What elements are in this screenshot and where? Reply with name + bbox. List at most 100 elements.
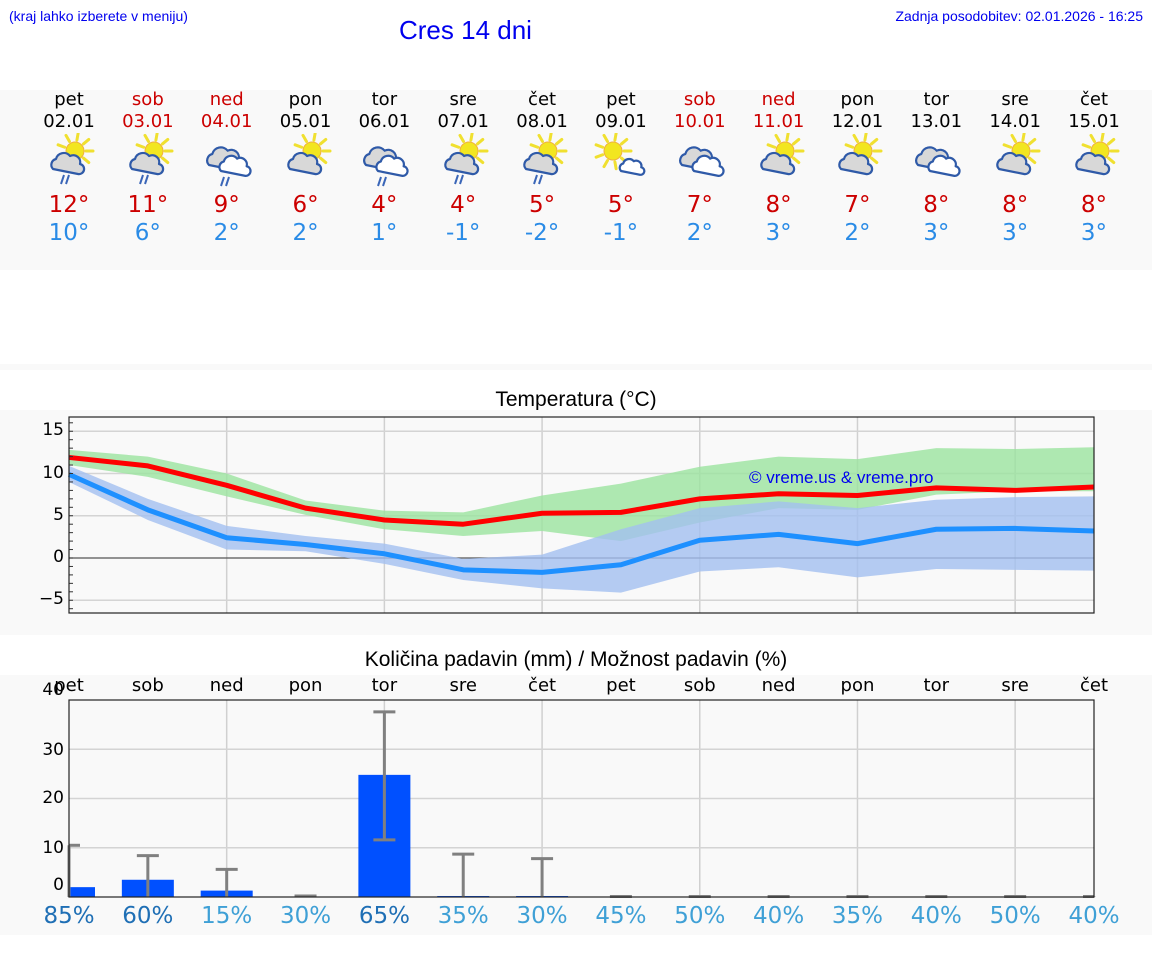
day-forecast-09.01: pet 09.01 5° -1° [581,89,661,247]
day-date: 11.01 [752,111,805,132]
day-name: čet [528,89,557,110]
day-forecast-06.01: tor 06.01 4° 1° [344,89,424,247]
day-date: 12.01 [831,111,884,132]
y-tick-label: 20 [42,788,64,808]
max-temperature: 8° [1002,192,1029,218]
cloudy-rain-icon [187,133,267,191]
y-tick-label: 40 [42,680,64,700]
day-forecast-04.01: ned 04.01 9° 2° [187,89,267,247]
partly-sunny-icon [1054,131,1134,191]
mostly-sunny-icon [581,131,661,191]
daily-forecast-list: pet 02.01 12° 10° sob 03.01 11° 6° ned 04.01 9° 2° p… [0,89,1152,269]
day-forecast-08.01: čet 08.01 5° -2° [502,89,582,247]
day-name: pon [840,89,875,110]
precip-chance-label: 35% [437,903,489,929]
day-label: tor [371,675,398,696]
day-label: ned [209,675,244,696]
day-name: sre [449,89,477,110]
partly-sunny-icon [739,131,819,191]
location-menu-hint[interactable]: (kraj lahko izberete v meniju) [9,8,188,24]
day-date: 14.01 [989,111,1041,132]
y-tick-label: 10 [42,462,64,483]
max-temperature: 8° [923,192,950,218]
max-temperature: 12° [48,192,90,218]
day-label: sre [449,675,477,696]
max-temperature: 4° [450,192,477,218]
day-name: pet [54,89,84,110]
max-temperature: 5° [528,192,556,218]
day-forecast-10.01: sob 10.01 7° 2° [660,89,740,247]
max-temperature: 11° [127,192,169,218]
y-tick-label: 5 [53,504,64,525]
day-label: sob [131,675,164,696]
day-date: 13.01 [910,111,963,132]
max-temperature: 8° [765,192,792,218]
precip-chance-label: 65% [358,903,410,929]
max-temperature: 9° [213,192,240,218]
max-temperature: 7° [686,192,713,218]
day-name: sob [131,89,164,110]
precip-chance-label: 40% [753,903,805,929]
day-forecast-03.01: sob 03.01 11° 6° [108,89,188,247]
y-tick-label: −5 [38,589,64,610]
day-date: 15.01 [1068,111,1120,132]
max-temperature: 6° [292,192,319,218]
day-label: sre [1001,675,1029,696]
partly-sunny-rain-icon [502,131,582,191]
precipitation-chart-title: Količina padavin (mm) / Možnost padavin … [364,648,788,671]
day-forecast-11.01: ned 11.01 8° 3° [739,89,819,247]
day-label: čet [528,675,557,696]
max-temperature: 5° [607,192,634,218]
precip-chance-label: 40% [1068,903,1120,929]
day-label: pon [288,675,323,696]
precip-chance-label: 60% [122,903,174,929]
day-forecast-02.01: pet 02.01 12° 10° [29,89,109,247]
precip-chance-label: 50% [989,903,1041,929]
day-date: 05.01 [279,111,332,132]
day-name: pon [288,89,323,110]
day-label: pet [54,675,84,696]
min-temperature: -1° [446,220,481,246]
day-name: tor [923,89,950,110]
day-date: 04.01 [200,111,253,132]
min-temperature: 3° [765,220,792,246]
day-date: 08.01 [516,111,568,132]
precip-chance-label: 50% [674,903,726,929]
day-name: ned [209,89,244,110]
precip-chance-label: 35% [831,903,884,929]
partly-sunny-rain-icon [108,131,188,191]
precip-chance-label: 85% [43,903,95,929]
day-date: 10.01 [674,111,726,132]
min-temperature: -2° [524,220,560,246]
day-forecast-05.01: pon 05.01 6° 2° [266,89,346,247]
min-temperature: 2° [292,220,319,246]
precip-chance-label: 45% [595,903,647,929]
day-forecast-13.01: tor 13.01 8° 3° [896,89,976,247]
section-divider [0,364,1152,370]
watermark-text: © vreme.us & vreme.pro [749,468,934,487]
partly-sunny-icon [817,131,897,191]
last-update-timestamp: Zadnja posodobitev: 02.01.2026 - 16:25 [895,8,1143,24]
y-tick-label: 30 [42,740,64,760]
y-tick-label: 15 [42,420,64,441]
y-tick-label: 0 [53,547,64,567]
min-temperature: 3° [1002,220,1029,246]
day-label: sob [683,675,716,696]
daily-forecast-strip [0,90,1152,270]
day-date: 09.01 [595,111,647,132]
cloudy-rain-icon [344,133,424,191]
day-name: sre [1001,89,1029,110]
day-label: tor [923,675,950,696]
precip-chance-label: 15% [201,903,253,929]
min-temperature: 2° [844,220,871,246]
day-name: ned [761,89,796,110]
day-forecast-12.01: pon 12.01 7° 2° [817,89,897,247]
day-name: pet [606,89,636,110]
min-temperature: 2° [213,220,240,246]
partly-sunny-icon [266,131,346,191]
day-label: ned [761,675,796,696]
day-label: čet [1079,675,1109,696]
min-temperature: 3° [1080,220,1108,246]
y-tick-label: 0 [53,875,64,895]
